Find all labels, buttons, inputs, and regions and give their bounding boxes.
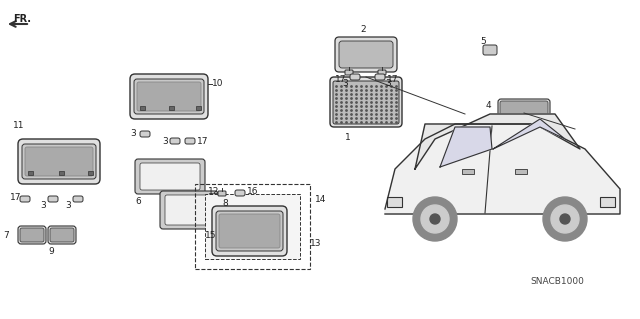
FancyBboxPatch shape xyxy=(18,139,100,184)
FancyBboxPatch shape xyxy=(18,226,46,244)
FancyBboxPatch shape xyxy=(73,196,83,202)
FancyBboxPatch shape xyxy=(330,77,402,127)
Bar xyxy=(169,106,174,110)
Text: 6: 6 xyxy=(135,197,141,205)
Text: 11: 11 xyxy=(13,122,24,130)
Bar xyxy=(88,171,93,175)
Circle shape xyxy=(543,197,587,241)
Text: FR.: FR. xyxy=(13,14,31,24)
Circle shape xyxy=(430,214,440,224)
Bar xyxy=(28,171,33,175)
Circle shape xyxy=(551,205,579,233)
Bar xyxy=(515,169,527,174)
Text: 16: 16 xyxy=(247,188,259,197)
Text: 10: 10 xyxy=(212,79,223,88)
FancyBboxPatch shape xyxy=(48,226,76,244)
FancyBboxPatch shape xyxy=(333,81,399,124)
Circle shape xyxy=(560,214,570,224)
Text: 12: 12 xyxy=(208,188,220,197)
Text: 15: 15 xyxy=(205,232,216,241)
Text: 9: 9 xyxy=(48,248,54,256)
Text: 17: 17 xyxy=(387,75,399,84)
FancyBboxPatch shape xyxy=(135,159,205,194)
Text: 13: 13 xyxy=(310,240,321,249)
FancyBboxPatch shape xyxy=(212,206,287,256)
Polygon shape xyxy=(440,127,492,167)
Bar xyxy=(59,171,64,175)
Text: 4: 4 xyxy=(486,100,492,109)
Circle shape xyxy=(421,205,449,233)
Circle shape xyxy=(413,197,457,241)
Bar xyxy=(205,194,300,259)
FancyBboxPatch shape xyxy=(335,37,397,72)
Text: 17: 17 xyxy=(197,137,209,145)
Bar xyxy=(600,197,615,207)
Text: 14: 14 xyxy=(315,195,326,204)
FancyBboxPatch shape xyxy=(48,196,58,202)
Text: 3: 3 xyxy=(162,137,168,145)
FancyBboxPatch shape xyxy=(235,190,245,196)
Bar xyxy=(140,106,145,110)
Text: 3: 3 xyxy=(385,79,391,88)
Polygon shape xyxy=(415,114,580,169)
FancyBboxPatch shape xyxy=(20,228,44,242)
FancyBboxPatch shape xyxy=(137,82,201,111)
FancyBboxPatch shape xyxy=(140,163,200,190)
Text: 8: 8 xyxy=(222,199,228,209)
FancyBboxPatch shape xyxy=(498,99,550,127)
FancyBboxPatch shape xyxy=(185,138,195,144)
Text: 3: 3 xyxy=(65,202,71,211)
Bar xyxy=(196,106,201,110)
Bar xyxy=(462,169,474,174)
Polygon shape xyxy=(385,124,620,214)
Bar xyxy=(387,197,402,207)
FancyBboxPatch shape xyxy=(22,144,96,179)
Text: 5: 5 xyxy=(480,36,486,46)
FancyBboxPatch shape xyxy=(130,74,208,119)
FancyBboxPatch shape xyxy=(218,191,226,196)
Text: 3: 3 xyxy=(342,79,348,88)
FancyBboxPatch shape xyxy=(345,70,353,75)
FancyBboxPatch shape xyxy=(165,195,213,225)
FancyBboxPatch shape xyxy=(219,214,280,248)
FancyBboxPatch shape xyxy=(375,74,385,80)
FancyBboxPatch shape xyxy=(134,79,204,114)
FancyBboxPatch shape xyxy=(50,228,74,242)
FancyBboxPatch shape xyxy=(350,74,360,80)
FancyBboxPatch shape xyxy=(216,211,283,251)
FancyBboxPatch shape xyxy=(160,191,218,229)
Text: 17: 17 xyxy=(10,194,22,203)
Text: SNACB1000: SNACB1000 xyxy=(530,277,584,286)
Text: 1: 1 xyxy=(345,132,351,142)
FancyBboxPatch shape xyxy=(25,147,93,176)
Bar xyxy=(195,184,310,269)
Text: 3: 3 xyxy=(40,202,45,211)
FancyBboxPatch shape xyxy=(500,101,548,125)
FancyBboxPatch shape xyxy=(170,138,180,144)
Polygon shape xyxy=(493,119,565,149)
FancyBboxPatch shape xyxy=(339,41,393,68)
FancyBboxPatch shape xyxy=(20,196,30,202)
FancyBboxPatch shape xyxy=(378,70,386,75)
Text: 7: 7 xyxy=(3,232,9,241)
Text: 17: 17 xyxy=(335,75,346,84)
FancyBboxPatch shape xyxy=(140,131,150,137)
FancyBboxPatch shape xyxy=(483,45,497,55)
Text: 3: 3 xyxy=(130,129,136,137)
Text: 2: 2 xyxy=(360,25,365,33)
